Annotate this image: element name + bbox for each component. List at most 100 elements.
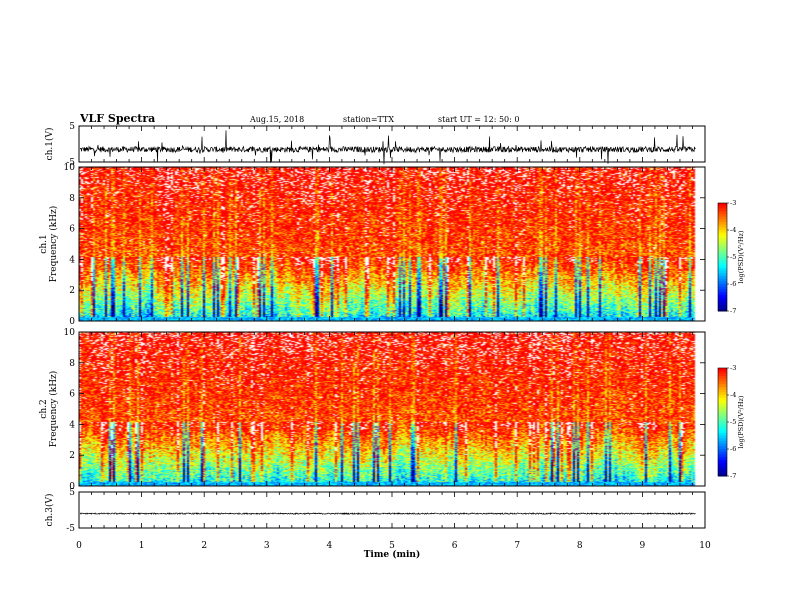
y-tick-label-4: 4 — [69, 255, 75, 265]
colorbar-swatch — [718, 473, 727, 477]
colorbar-swatch — [718, 457, 727, 461]
colorbar-swatch — [718, 454, 727, 458]
colorbar-swatch — [718, 416, 727, 420]
colorbar-tick-label--6: -6 — [730, 445, 736, 453]
colorbar-swatch — [718, 427, 727, 431]
colorbar-swatch — [718, 443, 727, 447]
colorbar-swatch — [718, 368, 727, 372]
colorbar-swatch — [718, 248, 727, 253]
header-date: Aug.15, 2018 — [249, 115, 304, 124]
colorbar-swatch — [718, 211, 727, 215]
colorbar-swatch — [718, 446, 727, 450]
colorbar-swatch — [718, 467, 727, 472]
y-tick-label-8: 8 — [69, 194, 75, 204]
colorbar-swatch — [718, 265, 727, 269]
colorbar-tick-label--3: -3 — [730, 199, 736, 207]
colorbar-swatch — [718, 381, 727, 385]
ch3-waveform-ylabel: ch.3(V) — [44, 494, 55, 527]
colorbar-swatch — [718, 284, 727, 288]
y-tick-label-0: 0 — [69, 317, 75, 327]
colorbar-swatch — [718, 235, 727, 239]
ch2-spectrogram-image — [79, 332, 705, 486]
x-tick-label-8: 8 — [577, 541, 583, 551]
ch1-spectrogram-ylabel: Frequency (kHz) — [48, 206, 59, 283]
colorbar-tick-label--6: -6 — [730, 280, 736, 288]
x-axis-label: Time (min) — [364, 549, 421, 560]
colorbar-swatch — [718, 370, 727, 374]
colorbar-label: log(PSD)(V²/Hz) — [737, 395, 745, 448]
ch1-waveform-trace — [79, 130, 696, 165]
colorbar-swatch — [718, 400, 727, 404]
colorbar-swatch — [718, 465, 727, 469]
colorbar-swatch — [718, 254, 727, 258]
colorbar-swatch — [718, 430, 727, 434]
colorbar-swatch — [718, 432, 727, 436]
colorbar-swatch — [718, 213, 727, 217]
x-tick-label-10: 10 — [699, 541, 711, 551]
colorbar-tick-label--7: -7 — [730, 307, 736, 315]
colorbar-swatch — [718, 273, 727, 277]
y-tick-label-5: 5 — [69, 488, 75, 498]
x-tick-label-7: 7 — [514, 541, 520, 551]
colorbar-swatch — [718, 378, 727, 382]
colorbar-swatch — [718, 449, 727, 453]
ch3-waveform-panel: 5 -5 ch.3(V) — [44, 488, 706, 534]
y-tick-label-10: 10 — [64, 163, 76, 173]
colorbar-swatch — [718, 227, 727, 231]
colorbar-tick-label--7: -7 — [730, 472, 736, 480]
ch2-spectrogram-ylabel: Frequency (kHz) — [48, 371, 59, 448]
x-tick-label-1: 1 — [139, 541, 145, 551]
colorbar-swatch — [718, 459, 727, 463]
colorbar-swatch — [718, 251, 727, 255]
ch2-colorbar: -3 -4 -5 -6 -7 log(PSD)(V²/Hz) — [717, 364, 745, 480]
colorbar-swatch — [718, 267, 727, 271]
colorbar-swatch — [718, 440, 727, 445]
colorbar-swatch — [718, 405, 727, 409]
colorbar-tick-label--4: -4 — [730, 391, 736, 399]
colorbar-swatch — [718, 289, 727, 293]
colorbar-swatch — [718, 403, 727, 407]
colorbar-swatch — [718, 259, 727, 263]
ch2-spectrogram-ylabel-top: ch.2 — [39, 399, 49, 418]
colorbar-tick-label--5: -5 — [730, 418, 736, 426]
colorbar-swatch — [718, 411, 727, 415]
ch1-waveform-frame — [78, 125, 706, 163]
ch2-spectrogram-panel: 0 2 4 6 8 10 ch.2 Frequency (kHz) -3 -4 -5 -6 -7 l… — [39, 328, 745, 492]
x-tick-label-4: 4 — [327, 541, 333, 551]
y-tick-label-10: 10 — [64, 328, 76, 338]
y-tick-label--5: -5 — [66, 158, 75, 168]
colorbar-swatch — [718, 462, 727, 466]
colorbar-swatch — [718, 230, 727, 234]
colorbar-swatch — [718, 373, 727, 377]
colorbar-swatch — [718, 278, 727, 282]
ch3-waveform-frame — [78, 491, 706, 529]
colorbar-swatch — [718, 308, 727, 312]
colorbar-swatch — [718, 246, 727, 250]
colorbar-swatch — [718, 376, 727, 380]
y-tick-label-4: 4 — [69, 420, 75, 430]
colorbar-swatch — [718, 451, 727, 455]
y-tick-label--5: -5 — [66, 524, 75, 534]
colorbar-swatch — [718, 435, 727, 439]
ch1-waveform-ylabel: ch.1(V) — [44, 128, 55, 161]
x-tick-label-3: 3 — [264, 541, 270, 551]
x-tick-label-5: 5 — [389, 541, 395, 551]
colorbar-tick-label--5: -5 — [730, 253, 736, 261]
colorbar-swatch — [718, 470, 727, 474]
y-tick-label-0: 0 — [69, 482, 75, 492]
colorbar-swatch — [718, 297, 727, 301]
colorbar-swatch — [718, 438, 727, 442]
colorbar-swatch — [718, 221, 727, 226]
colorbar-swatch — [718, 389, 727, 393]
colorbar-swatch — [718, 219, 727, 223]
colorbar-swatch — [718, 224, 727, 228]
colorbar-swatch — [718, 408, 727, 412]
y-tick-label-6: 6 — [69, 225, 75, 235]
ch1-spectrogram-image — [79, 167, 705, 321]
colorbar-swatch — [718, 305, 727, 309]
colorbar-swatch — [718, 413, 727, 418]
x-tick-label-9: 9 — [640, 541, 646, 551]
colorbar-swatch — [718, 292, 727, 296]
ch3-waveform-trace — [80, 512, 696, 516]
